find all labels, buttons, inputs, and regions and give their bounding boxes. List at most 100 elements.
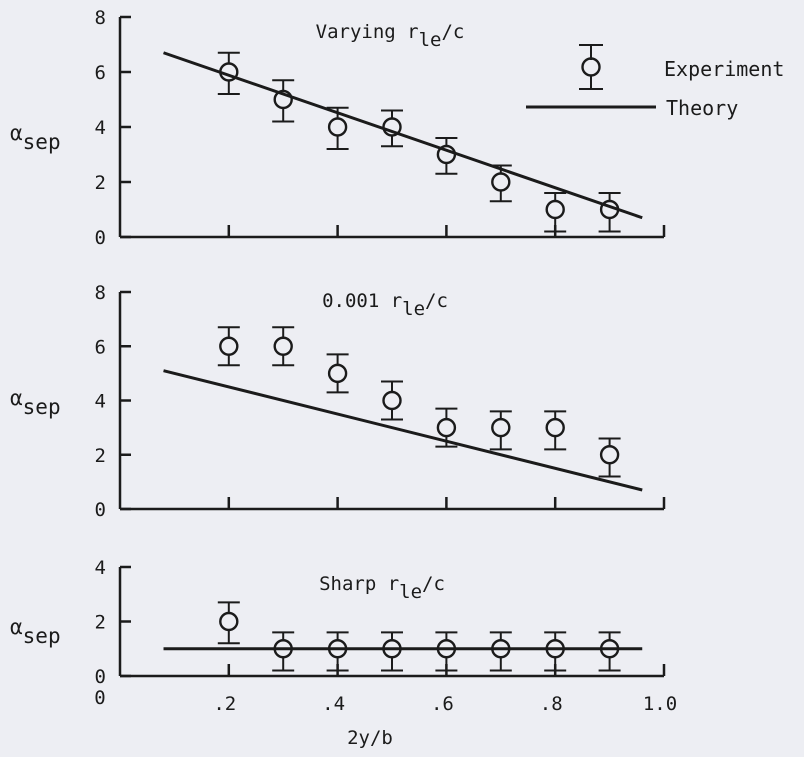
panel-title-suffix: /c bbox=[441, 21, 464, 43]
x-tick-label: .2 bbox=[213, 693, 236, 715]
experiment-point bbox=[435, 631, 458, 672]
experiment-point bbox=[217, 51, 240, 95]
experiment-marker bbox=[219, 611, 239, 632]
experiment-marker bbox=[273, 639, 293, 659]
y-axis-label-subscript: sep bbox=[23, 395, 61, 419]
x-tick-label: .6 bbox=[431, 693, 454, 715]
theory-line bbox=[163, 51, 643, 220]
experiment-point bbox=[435, 137, 458, 175]
experiment-point bbox=[598, 437, 621, 478]
y-axis-label-symbol: α bbox=[10, 386, 23, 410]
panel-title-subscript: le bbox=[402, 298, 425, 320]
legend-experiment-label: Experiment bbox=[664, 57, 784, 81]
y-tick-label: 0 bbox=[95, 499, 106, 521]
experiment-marker bbox=[491, 172, 511, 192]
experiment-point bbox=[598, 631, 621, 672]
experiment-marker bbox=[273, 89, 293, 110]
panel-title-main: Sharp r bbox=[319, 573, 399, 595]
experiment-marker bbox=[545, 417, 565, 438]
experiment-point bbox=[544, 410, 567, 451]
panel-title-subscript: le bbox=[419, 29, 442, 51]
panel-title: Varying rle/c bbox=[316, 21, 465, 51]
experiment-marker bbox=[327, 639, 348, 659]
theory-line bbox=[163, 369, 643, 492]
experiment-marker bbox=[327, 117, 348, 137]
experiment-marker bbox=[436, 144, 457, 165]
panel-title-suffix: /c bbox=[422, 573, 445, 595]
experiment-point bbox=[272, 326, 295, 367]
legend: Experiment Theory bbox=[526, 44, 784, 120]
legend-theory-label: Theory bbox=[666, 96, 738, 120]
experiment-point bbox=[326, 631, 349, 672]
panel-title-subscript: le bbox=[399, 581, 422, 603]
experiment-marker bbox=[273, 336, 293, 356]
experiment-marker bbox=[599, 199, 620, 220]
legend-experiment-marker bbox=[581, 57, 601, 77]
experiment-point bbox=[381, 380, 403, 421]
y-tick-label: 8 bbox=[95, 7, 106, 29]
experiment-point bbox=[272, 631, 295, 672]
y-tick-label: 0 bbox=[95, 227, 106, 249]
y-axis-label: αsep bbox=[10, 386, 61, 419]
experiment-point bbox=[217, 326, 240, 367]
experiment-point bbox=[217, 601, 240, 645]
experiment-marker bbox=[491, 639, 511, 659]
x-axis-label: 2y/b bbox=[347, 727, 393, 749]
experiment-point bbox=[489, 631, 512, 672]
y-axis-label-subscript: sep bbox=[23, 624, 61, 648]
y-tick-label: 6 bbox=[95, 62, 106, 84]
x-origin-label: 0 bbox=[94, 687, 105, 709]
experiment-point bbox=[381, 631, 403, 672]
experiment-marker bbox=[327, 363, 348, 384]
x-tick-label: 1.0 bbox=[643, 693, 677, 715]
experiment-marker bbox=[219, 336, 239, 356]
y-tick-label: 8 bbox=[95, 282, 106, 304]
experiment-marker bbox=[436, 639, 457, 659]
y-tick-label: 2 bbox=[95, 445, 106, 467]
experiment-marker bbox=[436, 417, 457, 438]
experiment-point bbox=[598, 192, 621, 233]
experiment-marker bbox=[599, 445, 620, 465]
y-axis-label-symbol: α bbox=[10, 121, 23, 145]
y-tick-label: 0 bbox=[95, 666, 106, 688]
y-tick-label: 4 bbox=[95, 557, 106, 579]
x-tick-label: .8 bbox=[540, 693, 563, 715]
experiment-marker bbox=[382, 117, 402, 137]
experiment-point bbox=[435, 407, 458, 448]
experiment-marker bbox=[599, 639, 620, 659]
experiment-point bbox=[326, 353, 349, 394]
experiment-marker bbox=[491, 417, 511, 438]
y-tick-label: 4 bbox=[95, 117, 106, 139]
panel-1: 0 2 4 6 8 αsep Varying rle/c Experiment Theory bbox=[10, 7, 784, 249]
y-tick-label: 2 bbox=[95, 612, 106, 634]
experiment-point bbox=[326, 106, 349, 150]
experiment-point bbox=[272, 79, 295, 123]
experiment-point bbox=[489, 164, 512, 203]
panel-title: 0.001 rle/c bbox=[322, 290, 448, 320]
y-axis-label: αsep bbox=[10, 121, 61, 154]
experiment-point bbox=[544, 192, 567, 233]
y-axis-label: αsep bbox=[10, 615, 61, 648]
experiment-marker bbox=[219, 62, 239, 82]
panel-title-main: 0.001 r bbox=[322, 290, 402, 312]
panel-title-suffix: /c bbox=[425, 290, 448, 312]
y-tick-label: 4 bbox=[95, 391, 106, 413]
panel-2: 0 2 4 6 8 αsep 0.001 rle/c bbox=[10, 282, 666, 521]
experiment-marker bbox=[382, 390, 402, 411]
y-tick-label: 6 bbox=[95, 336, 106, 358]
y-tick-label: 2 bbox=[95, 172, 106, 194]
panel-3: 0 2 4 αsep Sharp rle/c 0 .2 .4 .6 .8 1.0 2y/b bbox=[10, 557, 677, 749]
experiment-marker bbox=[545, 639, 565, 659]
experiment-point bbox=[381, 109, 403, 148]
x-tick-label: .4 bbox=[322, 693, 345, 715]
experiment-marker bbox=[545, 199, 565, 220]
experiment-point bbox=[544, 631, 567, 672]
panel-title-main: Varying r bbox=[316, 21, 419, 43]
experiment-point bbox=[489, 410, 512, 451]
panel-title: Sharp rle/c bbox=[319, 573, 445, 603]
y-axis-label-subscript: sep bbox=[23, 130, 61, 154]
y-axis-label-symbol: α bbox=[10, 615, 23, 639]
experiment-marker bbox=[382, 639, 402, 659]
